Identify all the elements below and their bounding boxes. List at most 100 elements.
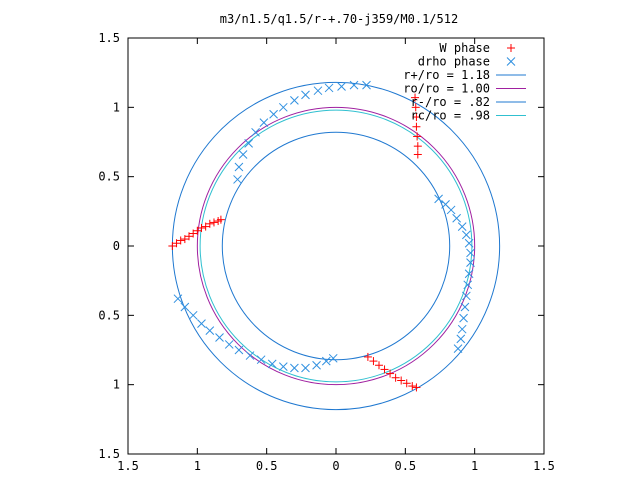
drho-phase-point-13 (349, 80, 359, 90)
w-phase-point-13 (411, 93, 420, 102)
legend-label: W phase (439, 41, 490, 55)
drho-phase-point-38 (224, 340, 234, 349)
w-phase-point-4 (185, 232, 194, 241)
drho-phase-point-8 (290, 96, 299, 105)
drho-phase-point-25 (463, 280, 473, 290)
drho-phase-point-47 (321, 356, 331, 366)
w-phase-point-15 (412, 113, 421, 122)
drho-phase-point-28 (459, 313, 468, 323)
drho-phase-point-36 (205, 326, 215, 335)
legend-label: ro/ro = 1.00 (403, 82, 490, 96)
w-phase-point-17 (413, 132, 422, 141)
w-phase-point-25 (391, 373, 400, 382)
drho-phase-point-24 (464, 269, 474, 279)
drho-phase-point-22 (466, 248, 475, 258)
drho-phase-point-48 (328, 353, 338, 363)
drho-phase-point-23 (466, 258, 475, 267)
w-phase-point-24 (386, 369, 395, 378)
drho-phase-point-31 (453, 344, 463, 353)
w-phase-point-5 (189, 229, 198, 238)
drho-phase-point-29 (457, 324, 467, 334)
drho-phase-point-18 (452, 213, 461, 223)
w-phase-point-3 (180, 235, 189, 244)
w-phase-point-14 (411, 103, 420, 112)
drho-phase-point-27 (460, 302, 470, 312)
legend-label: drho phase (418, 55, 490, 69)
drho-phase-point-45 (301, 363, 310, 373)
y-tick-label: 1.5 (98, 31, 120, 45)
y-tick-label: 1 (113, 100, 120, 114)
w-phase-point-28 (408, 382, 417, 391)
w-phase-point-9 (205, 219, 214, 228)
drho-phase-point-2 (238, 150, 248, 159)
drho-phase-point-11 (324, 83, 334, 93)
w-phase-point-29 (412, 383, 421, 392)
w-phase-point-2 (176, 236, 185, 245)
w-phase-point-7 (197, 223, 206, 232)
drho-phase-point-3 (244, 139, 253, 148)
drho-phase-point-7 (278, 102, 288, 112)
y-tick-label: 0 (113, 239, 120, 253)
x-tick-label: 0.5 (394, 459, 416, 473)
drho-phase-point-21 (464, 238, 474, 248)
x-tick-label: 1.5 (117, 459, 139, 473)
drho-phase-point-33 (180, 302, 190, 312)
legend-label: r+/ro = 1.18 (403, 68, 490, 82)
y-tick-label: 1 (113, 378, 120, 392)
drho-phase-point-14 (362, 80, 371, 90)
chart-title: m3/n1.5/q1.5/r-+.70-j359/M0.1/512 (220, 12, 458, 26)
drho-phase-point-10 (313, 86, 323, 96)
y-tick-label: 0.5 (98, 308, 120, 322)
circle-2 (221, 131, 451, 361)
drho-phase-point-43 (278, 362, 288, 371)
drho-phase-point-34 (188, 310, 198, 320)
drho-phase-point-42 (267, 359, 277, 369)
legend-sample (507, 44, 515, 52)
drho-phase-point-4 (251, 127, 260, 137)
legend-label: r-/ro = .82 (411, 95, 490, 109)
circle-1 (196, 106, 476, 386)
y-tick-label: 1.5 (98, 447, 120, 461)
drho-phase-point-19 (457, 222, 467, 231)
drho-phase-point-44 (290, 363, 299, 373)
w-phase-point-21 (369, 357, 378, 366)
w-phase-point-23 (380, 365, 389, 374)
legend-label: rc/ro = .98 (411, 109, 490, 123)
drho-phase-point-5 (259, 118, 269, 127)
w-phase-point-1 (172, 239, 181, 248)
drho-phase-point-17 (446, 205, 456, 215)
w-phase-point-12 (216, 215, 225, 224)
w-phase-point-16 (412, 122, 421, 131)
w-phase-point-20 (363, 352, 372, 361)
x-tick-label: 1 (471, 459, 478, 473)
circle-3 (199, 109, 473, 383)
w-phase-point-27 (402, 379, 411, 388)
drho-phase-point-9 (301, 90, 310, 100)
drho-phase-point-30 (456, 334, 466, 344)
drho-phase-point-0 (233, 175, 242, 184)
w-phase-point-0 (168, 242, 177, 250)
w-phase-point-19 (413, 150, 422, 159)
w-phase-point-18 (413, 142, 422, 151)
x-tick-label: 0 (332, 459, 339, 473)
points-layer (168, 80, 475, 392)
drho-phase-point-46 (312, 360, 321, 370)
drho-phase-point-40 (245, 351, 255, 360)
drho-phase-point-12 (337, 82, 346, 91)
w-phase-point-8 (201, 222, 210, 231)
drho-phase-point-35 (197, 319, 206, 329)
x-tick-label: 1.5 (533, 459, 555, 473)
y-tick-label: 0.5 (98, 170, 120, 184)
legend-sample (506, 57, 516, 66)
drho-phase-point-1 (234, 162, 244, 172)
drho-phase-point-39 (234, 345, 244, 355)
w-phase-point-10 (209, 218, 218, 227)
drho-phase-point-32 (173, 294, 183, 304)
drho-phase-point-26 (461, 291, 471, 301)
w-phase-point-6 (193, 226, 202, 235)
drho-phase-point-37 (215, 333, 224, 342)
x-tick-label: 1 (194, 459, 201, 473)
x-tick-label: 0.5 (256, 459, 278, 473)
